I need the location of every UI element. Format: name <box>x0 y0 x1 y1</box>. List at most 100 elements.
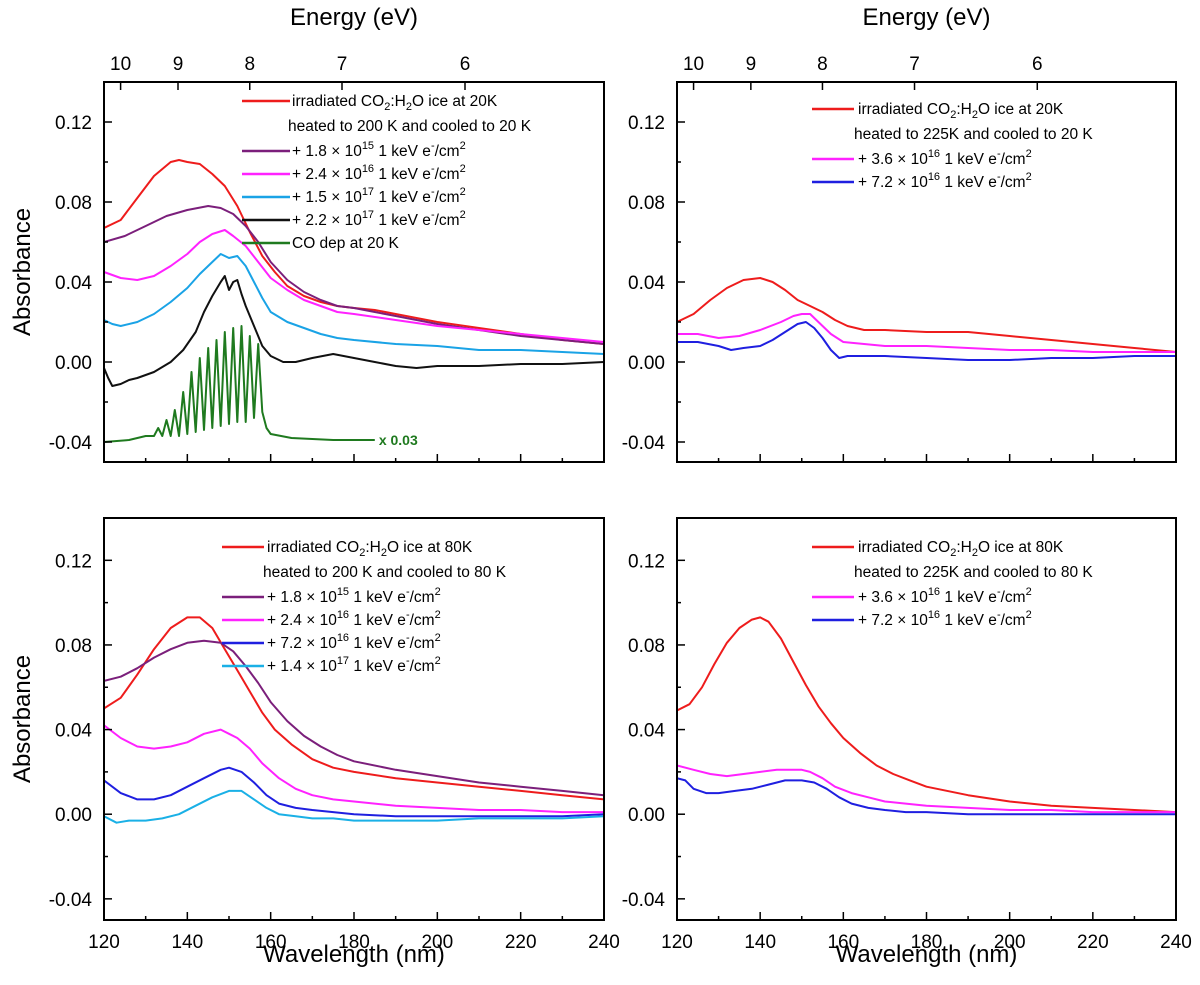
legend-text-part: + 2.2 × 10 <box>292 212 362 229</box>
legend-text-part: + 3.6 × 10 <box>858 151 928 168</box>
y-tick-label: 0.00 <box>55 805 92 826</box>
legend-text-part: + 1.8 × 10 <box>292 143 362 160</box>
legend-entry-header: irradiated CO2:H2O ice at 80K <box>267 539 473 559</box>
legend-entry-header: irradiated CO2:H2O ice at 20K <box>858 101 1064 121</box>
legend-text-part: /cm <box>1001 589 1026 606</box>
legend-subscript: 2 <box>950 109 956 121</box>
energy-tick-label: 10 <box>110 54 131 75</box>
legend-text-part: /cm <box>1001 151 1026 168</box>
x-tick-label: 140 <box>171 932 203 953</box>
series-line-0 <box>104 616 604 801</box>
legend-superscript: - <box>406 586 410 598</box>
legend-text-part: + 7.2 × 10 <box>858 174 928 191</box>
legend-entry-subtitle: heated to 225K and cooled to 80 K <box>854 564 1093 581</box>
legend-superscript: - <box>997 609 1001 621</box>
x-tick-label: 140 <box>744 932 776 953</box>
legend-text-part: /cm <box>410 589 435 606</box>
x-tick-label: 220 <box>1077 932 1109 953</box>
y-tick-label: -0.04 <box>49 890 93 911</box>
y-tick-label: 0.12 <box>628 113 665 134</box>
series-line-1 <box>104 205 604 345</box>
legend: irradiated CO2:H2O ice at 20K heated to 2… <box>812 101 1093 191</box>
legend-superscript: 2 <box>435 632 441 644</box>
legend-superscript: 2 <box>460 140 466 152</box>
legend-superscript: 16 <box>362 163 374 175</box>
legend-text-part: /cm <box>435 166 460 183</box>
legend-text-part: O ice at 80K <box>387 539 473 556</box>
legend-entry-subtitle: heated to 225K and cooled to 20 K <box>854 126 1093 143</box>
series-line-0 <box>677 616 1176 814</box>
energy-tick-label: 8 <box>817 54 828 75</box>
legend-superscript: 17 <box>362 209 374 221</box>
y-axis-title: Absorbance <box>9 208 36 336</box>
legend-text-part: + 2.4 × 10 <box>267 612 337 629</box>
legend-text-part: 1 keV e <box>349 635 406 652</box>
x-tick-label: 220 <box>505 932 537 953</box>
legend-superscript: - <box>406 632 410 644</box>
legend-text-part: /cm <box>435 189 460 206</box>
panel-top-right: -0.04 0.00 0.04 0.08 0.12 10 9 8 7 6 Energy (eV) ir… <box>622 4 1177 463</box>
x-tick-label: 120 <box>88 932 120 953</box>
series-line-3 <box>104 766 604 818</box>
legend-text-part: :H <box>365 539 381 556</box>
series-line-0 <box>104 159 604 345</box>
legend-text-part: O ice at 20K <box>412 93 498 110</box>
legend-entry: + 2.4 × 1016 1 keV e-/cm2 <box>292 163 466 183</box>
legend-superscript: 16 <box>928 148 940 160</box>
legend: irradiated CO2:H2O ice at 80K heated to 2… <box>222 539 507 675</box>
legend-text-part: irradiated CO <box>858 101 950 118</box>
legend-text-part: 1 keV e <box>940 174 997 191</box>
legend-text-part: 1 keV e <box>374 166 431 183</box>
series-line-0 <box>677 277 1176 353</box>
y-tick-label: -0.04 <box>49 433 93 454</box>
y-tick-label: -0.04 <box>622 433 666 454</box>
legend-text-part: + 7.2 × 10 <box>858 612 928 629</box>
legend-superscript: 15 <box>362 140 374 152</box>
energy-tick-label: 9 <box>173 54 184 75</box>
y-tick-label: 0.00 <box>55 353 92 374</box>
legend-subscript: 2 <box>406 101 412 113</box>
scale-annotation: x 0.03 <box>379 432 418 448</box>
series-line-1 <box>104 639 604 797</box>
legend-text-part: 1 keV e <box>349 589 406 606</box>
legend-superscript: - <box>406 609 410 621</box>
legend-superscript: - <box>431 209 435 221</box>
legend-superscript: - <box>431 140 435 152</box>
legend-text-part: /cm <box>1001 174 1026 191</box>
legend-entry: + 2.2 × 1017 1 keV e-/cm2 <box>292 209 466 229</box>
x-tick-label: 200 <box>421 932 453 953</box>
legend-text-part: + 7.2 × 10 <box>267 635 337 652</box>
y-tick-label: 0.08 <box>628 636 665 657</box>
legend-text-part: + 2.4 × 10 <box>292 166 362 183</box>
legend-text-part: irradiated CO <box>858 539 950 556</box>
legend-superscript: 2 <box>435 655 441 667</box>
legend-entry-header: irradiated CO2:H2O ice at 80K <box>858 539 1064 559</box>
legend-entry-subtitle: heated to 200 K and cooled to 80 K <box>263 564 507 581</box>
energy-tick-label: 7 <box>909 54 920 75</box>
legend-text-part: 1 keV e <box>374 212 431 229</box>
legend-superscript: 2 <box>460 186 466 198</box>
energy-tick-label: 8 <box>244 54 255 75</box>
legend-text-part: /cm <box>410 612 435 629</box>
series-line-2 <box>677 321 1176 361</box>
legend-superscript: 15 <box>337 586 349 598</box>
legend-text-part: + 1.4 × 10 <box>267 658 337 675</box>
series-line-3 <box>104 253 604 355</box>
legend-superscript: 2 <box>1026 148 1032 160</box>
legend-text-part: /cm <box>410 658 435 675</box>
legend-superscript: 2 <box>460 163 466 175</box>
legend-superscript: 16 <box>928 609 940 621</box>
y-axis-title: Absorbance <box>9 655 36 783</box>
legend-superscript: 2 <box>435 609 441 621</box>
legend-text-part: 1 keV e <box>349 658 406 675</box>
legend-subscript: 2 <box>972 547 978 559</box>
energy-axis-title: Energy (eV) <box>862 4 990 31</box>
plot-frame <box>103 81 605 463</box>
legend-superscript: 2 <box>1026 171 1032 183</box>
legend-superscript: - <box>997 148 1001 160</box>
legend-entry-subtitle: heated to 200 K and cooled to 20 K <box>288 118 532 135</box>
y-tick-label: 0.08 <box>628 193 665 214</box>
